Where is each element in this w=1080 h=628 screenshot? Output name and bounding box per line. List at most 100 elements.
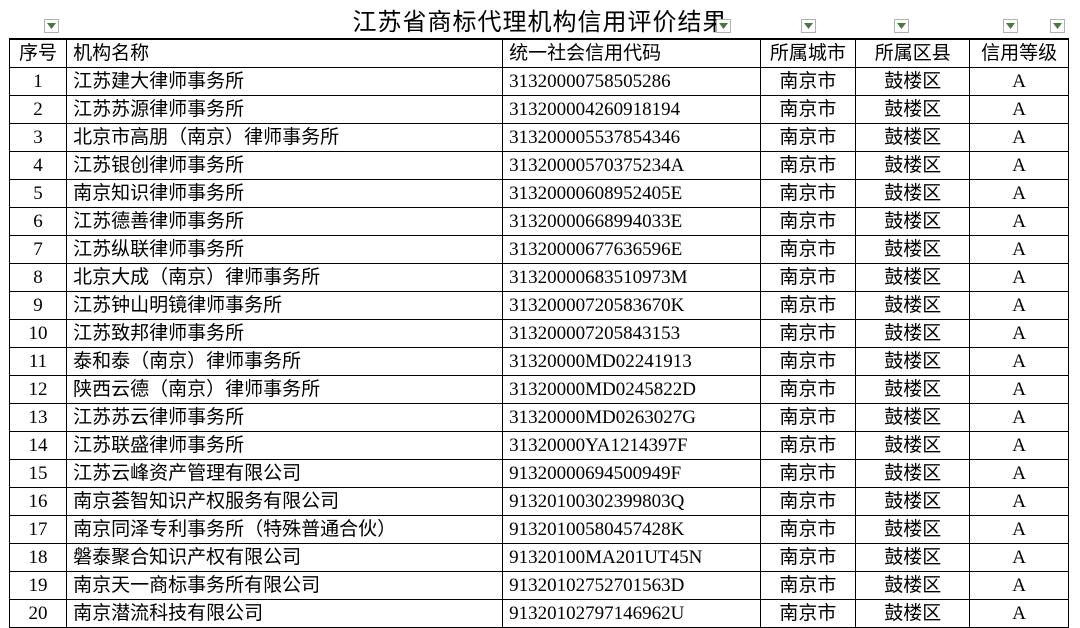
cell-code: 31320000MD0245822D <box>503 376 760 404</box>
cell-district: 鼓楼区 <box>856 404 970 432</box>
cell-name: 南京知识律师事务所 <box>67 180 503 208</box>
filter-dropdown-icon[interactable] <box>1050 19 1065 33</box>
cell-city: 南京市 <box>760 236 856 264</box>
table-row[interactable]: 17南京同泽专利事务所（特殊普通合伙）91320100580457428K南京市… <box>10 516 1069 544</box>
cell-seq: 3 <box>10 124 67 152</box>
col-header-name[interactable]: 机构名称 <box>67 39 503 68</box>
table-row[interactable]: 7江苏纵联律师事务所31320000677636596E南京市鼓楼区A <box>10 236 1069 264</box>
cell-district: 鼓楼区 <box>856 572 970 600</box>
cell-name: 北京市高朋（南京）律师事务所 <box>67 124 503 152</box>
cell-grade: A <box>970 544 1069 572</box>
cell-seq: 5 <box>10 180 67 208</box>
cell-seq: 2 <box>10 96 67 124</box>
cell-grade: A <box>970 208 1069 236</box>
cell-district: 鼓楼区 <box>856 544 970 572</box>
cell-city: 南京市 <box>760 544 856 572</box>
cell-code: 31320000YA1214397F <box>503 432 760 460</box>
filter-dropdown-icon[interactable] <box>1003 19 1018 33</box>
table-row[interactable]: 20南京潜流科技有限公司91320102797146962U南京市鼓楼区A <box>10 600 1069 628</box>
cell-seq: 14 <box>10 432 67 460</box>
cell-seq: 4 <box>10 152 67 180</box>
cell-seq: 11 <box>10 348 67 376</box>
cell-name: 江苏德善律师事务所 <box>67 208 503 236</box>
cell-seq: 18 <box>10 544 67 572</box>
cell-name: 泰和泰（南京）律师事务所 <box>67 348 503 376</box>
table-row[interactable]: 19南京天一商标事务所有限公司91320102752701563D南京市鼓楼区A <box>10 572 1069 600</box>
table-row[interactable]: 13江苏苏云律师事务所31320000MD0263027G南京市鼓楼区A <box>10 404 1069 432</box>
cell-name: 江苏纵联律师事务所 <box>67 236 503 264</box>
cell-district: 鼓楼区 <box>856 600 970 628</box>
col-header-code[interactable]: 统一社会信用代码 <box>503 39 760 68</box>
cell-code: 31320000758505286 <box>503 68 760 96</box>
cell-grade: A <box>970 460 1069 488</box>
filter-dropdown-icon[interactable] <box>716 19 731 33</box>
spreadsheet-sheet: 江苏省商标代理机构信用评价结果 序号 机构名称 统一社会信用代码 所属城市 所属… <box>0 0 1080 613</box>
cell-city: 南京市 <box>760 600 856 628</box>
cell-name: 江苏苏云律师事务所 <box>67 404 503 432</box>
cell-district: 鼓楼区 <box>856 208 970 236</box>
table-row[interactable]: 16南京荟智知识产权服务有限公司91320100302399803Q南京市鼓楼区… <box>10 488 1069 516</box>
cell-district: 鼓楼区 <box>856 376 970 404</box>
col-header-seq[interactable]: 序号 <box>10 39 67 68</box>
cell-seq: 6 <box>10 208 67 236</box>
cell-district: 鼓楼区 <box>856 264 970 292</box>
table-row[interactable]: 3北京市高朋（南京）律师事务所313200005537854346南京市鼓楼区A <box>10 124 1069 152</box>
col-header-city[interactable]: 所属城市 <box>760 39 856 68</box>
sheet-title: 江苏省商标代理机构信用评价结果 <box>0 2 1080 37</box>
cell-district: 鼓楼区 <box>856 236 970 264</box>
table-row[interactable]: 1江苏建大律师事务所31320000758505286南京市鼓楼区A <box>10 68 1069 96</box>
cell-grade: A <box>970 180 1069 208</box>
cell-code: 313200004260918194 <box>503 96 760 124</box>
cell-district: 鼓楼区 <box>856 152 970 180</box>
cell-name: 北京大成（南京）律师事务所 <box>67 264 503 292</box>
cell-name: 江苏联盛律师事务所 <box>67 432 503 460</box>
cell-grade: A <box>970 432 1069 460</box>
cell-code: 91320102752701563D <box>503 572 760 600</box>
cell-grade: A <box>970 572 1069 600</box>
cell-seq: 19 <box>10 572 67 600</box>
cell-name: 江苏云峰资产管理有限公司 <box>67 460 503 488</box>
filter-dropdown-icon[interactable] <box>801 19 816 33</box>
table-row[interactable]: 14江苏联盛律师事务所31320000YA1214397F南京市鼓楼区A <box>10 432 1069 460</box>
table-row[interactable]: 18磐泰聚合知识产权有限公司91320100MA201UT45N南京市鼓楼区A <box>10 544 1069 572</box>
cell-code: 31320000MD0263027G <box>503 404 760 432</box>
cell-seq: 16 <box>10 488 67 516</box>
cell-grade: A <box>970 68 1069 96</box>
filter-dropdown-icon[interactable] <box>44 19 59 33</box>
table-row[interactable]: 15江苏云峰资产管理有限公司91320000694500949F南京市鼓楼区A <box>10 460 1069 488</box>
cell-name: 江苏银创律师事务所 <box>67 152 503 180</box>
cell-code: 31320000668994033E <box>503 208 760 236</box>
cell-name: 南京天一商标事务所有限公司 <box>67 572 503 600</box>
table-row[interactable]: 11泰和泰（南京）律师事务所31320000MD02241913南京市鼓楼区A <box>10 348 1069 376</box>
table-row[interactable]: 12陕西云德（南京）律师事务所31320000MD0245822D南京市鼓楼区A <box>10 376 1069 404</box>
col-header-grade[interactable]: 信用等级 <box>970 39 1069 68</box>
cell-district: 鼓楼区 <box>856 460 970 488</box>
cell-district: 鼓楼区 <box>856 432 970 460</box>
cell-name: 江苏苏源律师事务所 <box>67 96 503 124</box>
table-row[interactable]: 9江苏钟山明镜律师事务所31320000720583670K南京市鼓楼区A <box>10 292 1069 320</box>
cell-name: 南京潜流科技有限公司 <box>67 600 503 628</box>
col-header-district[interactable]: 所属区县 <box>856 39 970 68</box>
cell-district: 鼓楼区 <box>856 488 970 516</box>
cell-grade: A <box>970 404 1069 432</box>
cell-city: 南京市 <box>760 488 856 516</box>
table-row[interactable]: 2江苏苏源律师事务所313200004260918194南京市鼓楼区A <box>10 96 1069 124</box>
filter-dropdown-icon[interactable] <box>894 19 909 33</box>
data-table: 序号 机构名称 统一社会信用代码 所属城市 所属区县 信用等级 1江苏建大律师事… <box>9 38 1069 628</box>
cell-name: 江苏致邦律师事务所 <box>67 320 503 348</box>
cell-district: 鼓楼区 <box>856 348 970 376</box>
cell-name: 南京荟智知识产权服务有限公司 <box>67 488 503 516</box>
table-row[interactable]: 4江苏银创律师事务所31320000570375234A南京市鼓楼区A <box>10 152 1069 180</box>
cell-grade: A <box>970 376 1069 404</box>
cell-seq: 12 <box>10 376 67 404</box>
cell-city: 南京市 <box>760 68 856 96</box>
cell-city: 南京市 <box>760 572 856 600</box>
cell-city: 南京市 <box>760 516 856 544</box>
cell-grade: A <box>970 264 1069 292</box>
table-row[interactable]: 10江苏致邦律师事务所313200007205843153南京市鼓楼区A <box>10 320 1069 348</box>
table-body: 1江苏建大律师事务所31320000758505286南京市鼓楼区A2江苏苏源律… <box>10 68 1069 628</box>
table-row[interactable]: 8北京大成（南京）律师事务所31320000683510973M南京市鼓楼区A <box>10 264 1069 292</box>
cell-grade: A <box>970 516 1069 544</box>
table-row[interactable]: 6江苏德善律师事务所31320000668994033E南京市鼓楼区A <box>10 208 1069 236</box>
table-row[interactable]: 5南京知识律师事务所31320000608952405E南京市鼓楼区A <box>10 180 1069 208</box>
